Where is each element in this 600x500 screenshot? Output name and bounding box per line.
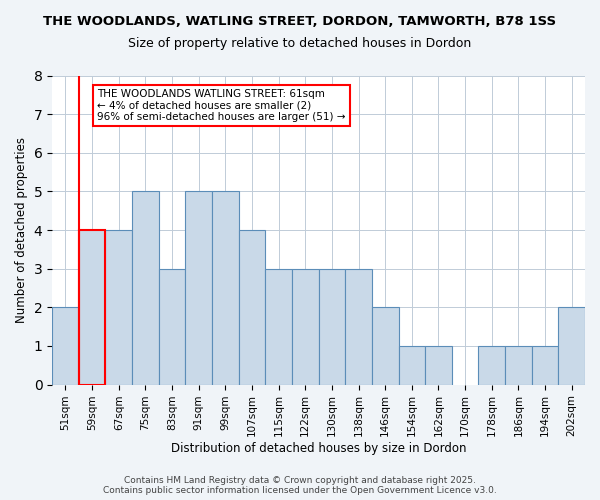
Bar [79, 230, 106, 384]
Text: Contains HM Land Registry data © Crown copyright and database right 2025.
Contai: Contains HM Land Registry data © Crown c… [103, 476, 497, 495]
Bar [159, 268, 185, 384]
Bar [398, 346, 425, 385]
Bar [345, 268, 372, 384]
Text: THE WOODLANDS WATLING STREET: 61sqm
← 4% of detached houses are smaller (2)
96% : THE WOODLANDS WATLING STREET: 61sqm ← 4%… [97, 89, 346, 122]
Bar [559, 308, 585, 384]
Text: Size of property relative to detached houses in Dordon: Size of property relative to detached ho… [128, 38, 472, 51]
X-axis label: Distribution of detached houses by size in Dordon: Distribution of detached houses by size … [171, 442, 466, 455]
Text: THE WOODLANDS, WATLING STREET, DORDON, TAMWORTH, B78 1SS: THE WOODLANDS, WATLING STREET, DORDON, T… [43, 15, 557, 28]
Bar [319, 268, 345, 384]
Bar [79, 230, 106, 384]
Bar [505, 346, 532, 385]
Bar [52, 308, 79, 384]
Bar [372, 308, 398, 384]
Bar [132, 192, 159, 384]
Bar [532, 346, 559, 385]
Bar [185, 192, 212, 384]
Bar [425, 346, 452, 385]
Bar [212, 192, 239, 384]
Bar [239, 230, 265, 384]
Bar [106, 230, 132, 384]
Bar [478, 346, 505, 385]
Y-axis label: Number of detached properties: Number of detached properties [15, 137, 28, 323]
Bar [292, 268, 319, 384]
Bar [265, 268, 292, 384]
